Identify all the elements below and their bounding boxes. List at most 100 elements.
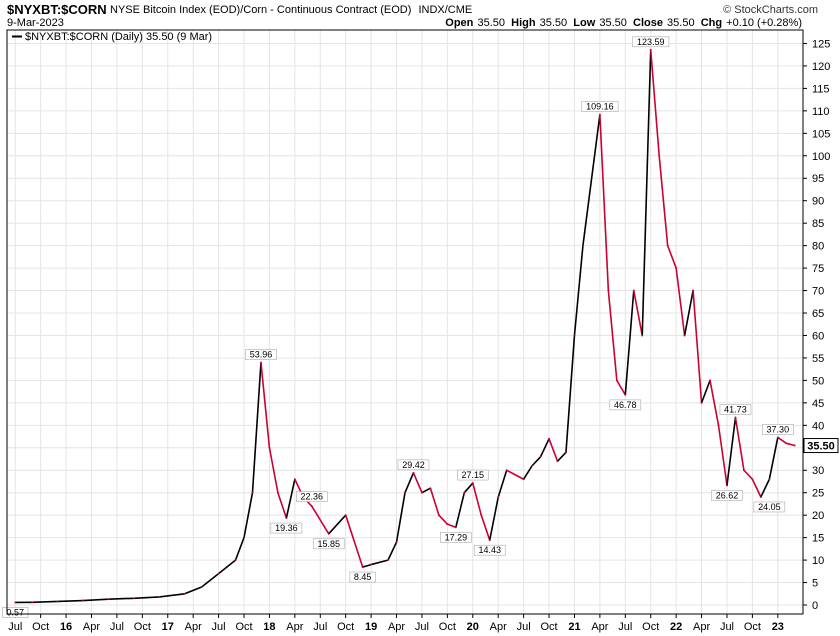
- series-segment: [107, 597, 135, 600]
- annotation-box: [581, 101, 619, 112]
- annotation-label: 15.85: [317, 539, 340, 549]
- data-point: [598, 113, 601, 116]
- series-segment: [480, 514, 491, 541]
- y-tick-label: 120: [812, 61, 830, 73]
- high-label: High: [511, 17, 536, 29]
- series-segment: [471, 482, 483, 516]
- x-tick-label: Oct: [439, 621, 456, 633]
- symbol-title: $NYXBT:$CORN: [7, 2, 107, 17]
- series-segment: [310, 505, 330, 535]
- data-point: [395, 541, 398, 544]
- series-segment: [387, 541, 398, 561]
- close-value: 35.50: [667, 17, 695, 29]
- data-point: [234, 559, 237, 561]
- x-tick-label: 22: [670, 621, 682, 633]
- annotation-label: 19.36: [275, 523, 298, 533]
- quote-date: 9-Mar-2023: [7, 17, 64, 29]
- y-tick-label: 20: [812, 510, 824, 522]
- series-segment: [743, 469, 754, 481]
- y-tick-label: 30: [812, 465, 824, 477]
- y-tick-label: 65: [812, 308, 824, 320]
- data-point: [404, 491, 406, 494]
- x-tick-label: Apr: [388, 621, 405, 633]
- series-segment: [632, 289, 644, 337]
- y-tick-label: 5: [812, 578, 818, 590]
- series-segment: [243, 491, 254, 539]
- price-series: [14, 48, 796, 604]
- annotation-label: 26.62: [716, 490, 739, 500]
- series-segment: [666, 244, 677, 269]
- annotation-label: 37.30: [767, 424, 790, 434]
- data-point: [251, 491, 254, 494]
- data-point: [82, 599, 84, 602]
- series-segment: [785, 442, 796, 447]
- series-segment: [404, 472, 415, 494]
- x-tick-label: 18: [263, 621, 275, 633]
- annotation-box: [711, 490, 743, 501]
- annotation-box: [312, 538, 345, 550]
- series-segment: [31, 600, 59, 604]
- series-segment: [675, 267, 686, 337]
- series-segment: [514, 473, 525, 481]
- data-point: [548, 437, 550, 440]
- data-point: [497, 496, 500, 499]
- annotation-label: 46.78: [614, 400, 637, 410]
- series-segment: [692, 289, 703, 404]
- data-point: [14, 601, 17, 604]
- x-tick-label: Apr: [83, 621, 100, 633]
- data-point: [488, 539, 491, 542]
- series-segment: [412, 472, 423, 494]
- series-segment: [726, 416, 737, 487]
- x-tick-label: Jul: [313, 621, 327, 633]
- data-point: [454, 526, 457, 529]
- series-segment: [777, 436, 788, 445]
- y-tick-label: 50: [812, 375, 824, 387]
- y-tick-label: 75: [812, 263, 824, 275]
- x-tick-label: Apr: [286, 621, 303, 633]
- series-segment: [82, 598, 110, 602]
- annotation-label: 53.96: [250, 350, 273, 360]
- series-segment: [522, 464, 533, 481]
- data-point: [734, 416, 737, 419]
- series-segment: [438, 514, 449, 525]
- data-point: [743, 469, 745, 472]
- data-point: [607, 289, 610, 292]
- series-segment: [497, 469, 508, 499]
- x-tick-label: Jul: [720, 621, 734, 633]
- stockcharts-brand[interactable]: © StockCharts.com: [723, 4, 818, 16]
- data-point: [200, 586, 203, 588]
- annotation-box: [349, 571, 376, 583]
- series-segment: [599, 113, 610, 292]
- series-segment: [582, 113, 601, 247]
- series-segment: [183, 586, 203, 595]
- data-point: [463, 491, 466, 494]
- y-tick-label: 25: [812, 488, 824, 500]
- series-segment: [56, 599, 84, 603]
- open-label: Open: [445, 17, 474, 29]
- series-segment: [709, 379, 720, 427]
- x-tick-label: Oct: [744, 621, 761, 633]
- exchange-label: INDX/CME: [418, 4, 473, 16]
- annotation-box: [632, 36, 670, 48]
- series-segment: [531, 455, 542, 467]
- high-value: 35.50: [539, 17, 568, 29]
- annotation-box: [2, 607, 29, 618]
- data-point: [565, 451, 567, 454]
- data-point: [421, 491, 423, 494]
- y-tick-label: 110: [812, 106, 830, 118]
- data-point: [751, 478, 754, 481]
- symbol-name: NYSE Bitcoin Index (EOD)/Corn - Continuo…: [110, 4, 412, 16]
- annotations: 0.57 53.96 19.36 22.36 15.85 8.45 29.42 27.15 17…: [2, 36, 794, 618]
- y-tick-label: 10: [812, 555, 824, 567]
- data-point: [709, 379, 711, 382]
- x-tick-label: Jul: [618, 621, 632, 633]
- chg-label: Chg: [700, 17, 723, 29]
- data-point: [573, 334, 576, 337]
- y-tick-label: 60: [812, 330, 824, 342]
- data-point: [268, 446, 271, 449]
- data-point: [582, 244, 584, 247]
- series-segment: [573, 244, 584, 337]
- annotation-label: 14.43: [478, 545, 501, 555]
- legend: $NYXBT:$CORN (Daily) 35.50 (9 Mar): [12, 31, 212, 43]
